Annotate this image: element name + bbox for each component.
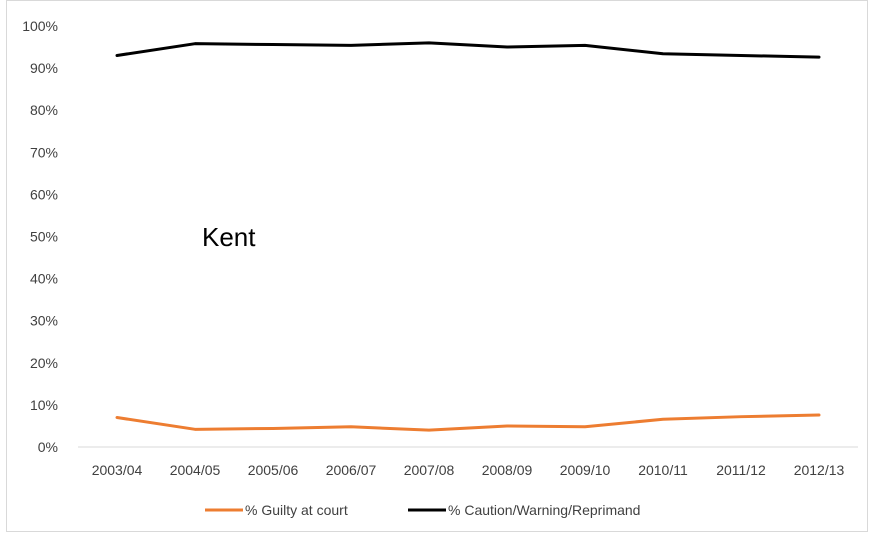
y-tick-label: 50%: [30, 229, 58, 245]
series-line-0: [115, 413, 821, 432]
x-tick-label: 2008/09: [482, 462, 533, 478]
x-tick-label: 2011/12: [716, 462, 766, 478]
x-tick-label: 2003/04: [92, 462, 143, 478]
y-tick-label: 70%: [30, 144, 58, 160]
y-axis-labels: 0% 10% 20% 30% 40% 50% 60% 70% 80% 90% 100%: [22, 18, 58, 455]
series-lines: [115, 41, 821, 432]
x-tick-label: 2006/07: [326, 462, 377, 478]
x-tick-label: 2004/05: [170, 462, 221, 478]
x-tick-label: 2009/10: [560, 462, 611, 478]
x-tick-label: 2005/06: [248, 462, 299, 478]
legend-label-0: % Guilty at court: [245, 502, 348, 518]
y-tick-label: 60%: [30, 186, 58, 202]
x-tick-label: 2010/11: [638, 462, 688, 478]
legend: % Guilty at court % Caution/Warning/Repri…: [205, 502, 640, 518]
chart-annotation: Kent: [202, 222, 256, 252]
y-tick-label: 90%: [30, 60, 58, 76]
y-tick-label: 30%: [30, 313, 58, 329]
y-tick-label: 40%: [30, 271, 58, 287]
x-axis-labels: 2003/04 2004/05 2005/06 2006/07 2007/08 2008/…: [92, 462, 845, 478]
y-tick-label: 20%: [30, 355, 58, 371]
y-tick-label: 10%: [30, 397, 58, 413]
x-tick-label: 2012/13: [794, 462, 845, 478]
x-tick-label: 2007/08: [404, 462, 455, 478]
series-line-1: [115, 41, 821, 59]
y-tick-label: 0%: [38, 439, 58, 455]
y-tick-label: 80%: [30, 102, 58, 118]
chart-frame: [6, 0, 868, 532]
y-tick-label: 100%: [22, 18, 58, 34]
legend-label-1: % Caution/Warning/Reprimand: [448, 502, 640, 518]
